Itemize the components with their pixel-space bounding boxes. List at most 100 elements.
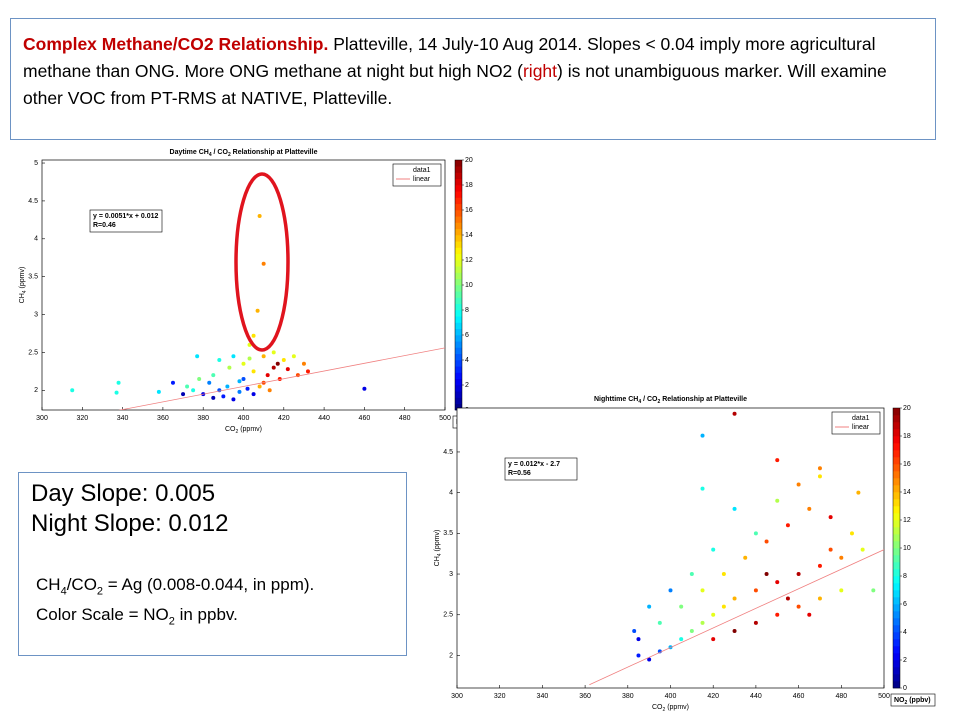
x-tick-label: 420 [278, 415, 290, 422]
colorbar-cell [893, 541, 900, 549]
x-tick-label: 360 [157, 415, 169, 422]
chart-title: Daytime CH4 / CO2 Relationship at Platte… [170, 149, 318, 158]
x-tick-label: 300 [451, 693, 463, 700]
fit-line [589, 549, 884, 686]
point [211, 373, 216, 378]
y-axis-label: CH4 (ppmv) [434, 530, 443, 567]
colorbar-cell [893, 436, 900, 444]
x-axis-label: CO2 (ppmv) [225, 426, 262, 435]
x-tick-label: 440 [318, 415, 330, 422]
point [679, 637, 684, 642]
annotation: y = 0.0051*x + 0.012 [93, 213, 158, 220]
point [301, 361, 306, 366]
point [156, 389, 161, 394]
colorbar-cell [455, 341, 462, 348]
colorbar-tick-label: 8 [465, 307, 469, 314]
point [241, 376, 246, 381]
point [732, 411, 737, 416]
colorbar-cell [893, 604, 900, 612]
colorbar-cell [455, 266, 462, 273]
point [796, 604, 801, 609]
colorbar-cell [893, 471, 900, 479]
point [255, 308, 260, 313]
x-tick-label: 500 [439, 415, 451, 422]
point [265, 373, 270, 378]
point [700, 620, 705, 625]
point [775, 498, 780, 503]
colorbar-cell [893, 506, 900, 514]
colorbar-cell [893, 625, 900, 633]
colorbar-cell [455, 247, 462, 255]
chart-title-part: Daytime CH [170, 149, 209, 156]
colorbar-cell [455, 178, 462, 186]
point [271, 365, 276, 370]
point [181, 392, 186, 397]
y-axis-label-part: (ppmv) [19, 267, 26, 291]
colorbar-cell [893, 646, 900, 654]
x-tick-label: 480 [399, 415, 411, 422]
colorbar-cell [455, 310, 462, 317]
colorbar-tick-label: 18 [465, 182, 473, 189]
point [732, 629, 737, 634]
colorbar-tick-label: 6 [903, 601, 907, 608]
colorbar-tick-label: 10 [903, 545, 911, 552]
x-axis-label-sub: 2 [662, 707, 665, 713]
note-line [31, 539, 406, 573]
point [839, 588, 844, 593]
point [197, 376, 202, 381]
x-axis-label: CO2 (ppmv) [652, 704, 689, 713]
colorbar-tick-label: 14 [903, 489, 911, 496]
y-axis-label-sub: 4 [437, 553, 443, 556]
y-tick-label: 4.5 [28, 198, 38, 205]
point [785, 523, 790, 528]
legend-label: linear [413, 176, 431, 183]
point [647, 657, 652, 662]
title-segment: Platteville, 14 July-10 Aug 2014. Slopes… [23, 34, 876, 81]
colorbar-cell [893, 408, 900, 416]
legend-label: data1 [852, 415, 870, 422]
title-segment: Complex Methane/CO2 Relationship. [23, 34, 329, 54]
y-tick-label: 4 [449, 489, 453, 496]
point [721, 572, 726, 577]
note-sub: 4 [60, 585, 67, 598]
point [291, 354, 296, 359]
colorbar-cell [455, 353, 462, 361]
colorbar-cell [893, 660, 900, 668]
x-axis-label-part: CO [652, 704, 663, 711]
y-tick-label: 2.5 [28, 349, 38, 356]
point [753, 531, 758, 536]
colorbar-cell [455, 303, 462, 311]
point [689, 572, 694, 577]
colorbar-cell [893, 478, 900, 486]
title-segment: ) is not unambiguous marker. Will examin… [23, 61, 887, 108]
colorbar-cell [455, 235, 462, 242]
point [668, 588, 673, 593]
point [231, 354, 236, 359]
x-axis-label-part: (ppmv) [665, 704, 689, 711]
colorbar-cell [893, 583, 900, 591]
point [285, 367, 290, 372]
colorbar-cell [455, 291, 462, 298]
point [711, 637, 716, 642]
colorbar-cell [893, 485, 900, 493]
note-sub: 2 [168, 615, 175, 628]
colorbar-cell [893, 534, 900, 542]
colorbar-cell [455, 197, 462, 205]
point [817, 596, 822, 601]
colorbar-tick-label: 18 [903, 433, 911, 440]
colorbar-cell [893, 492, 900, 500]
colorbar-tick-label: 12 [465, 257, 473, 264]
x-tick-label: 460 [359, 415, 371, 422]
colorbar-cell [893, 415, 900, 423]
x-axis-label-part: (ppmv) [238, 426, 262, 433]
highlight-ellipse [234, 172, 290, 352]
point [817, 563, 822, 568]
colorbar-cell [893, 464, 900, 472]
colorbar-tick-label: 16 [903, 461, 911, 468]
x-tick-label: 460 [793, 693, 805, 700]
legend-label: linear [852, 424, 870, 431]
point [753, 588, 758, 593]
point [732, 506, 737, 511]
chart-title-part: Relationship at Platteville [660, 396, 747, 403]
point [362, 386, 367, 391]
